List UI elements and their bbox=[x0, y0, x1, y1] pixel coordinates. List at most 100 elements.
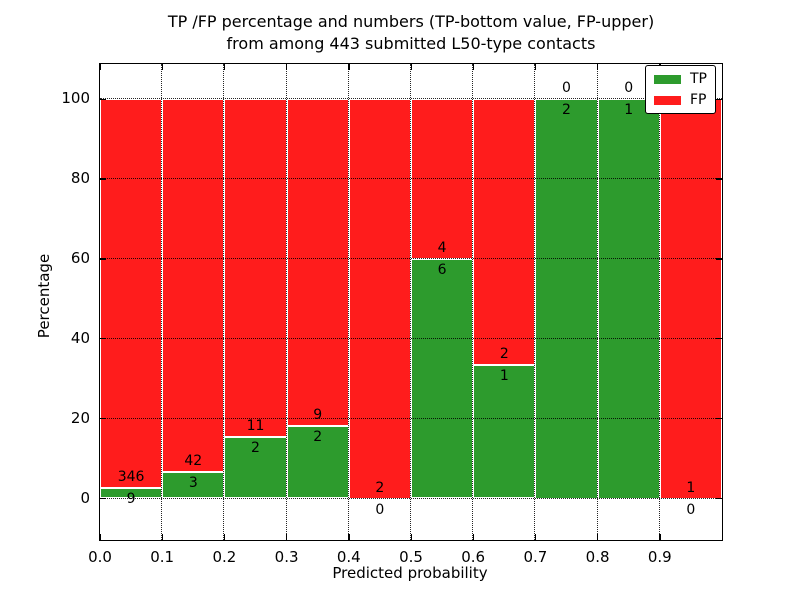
x-tick-mark-top bbox=[99, 64, 101, 70]
x-tick-mark-top bbox=[223, 64, 226, 70]
gridline-vertical bbox=[285, 64, 287, 540]
fp-count-label: 42 bbox=[184, 452, 203, 469]
y-tick-label: 40 bbox=[70, 328, 90, 347]
legend: TP FP bbox=[645, 65, 716, 114]
gridline-horizontal bbox=[100, 257, 722, 259]
fp-count-label: 2 bbox=[375, 479, 385, 496]
tp-count-label: 9 bbox=[126, 491, 136, 508]
x-tick-label: 0.8 bbox=[585, 548, 610, 566]
gridline-horizontal bbox=[100, 417, 722, 419]
tp-count-label: 0 bbox=[686, 501, 696, 518]
y-tick-mark-left bbox=[100, 338, 106, 340]
y-tick-label: 80 bbox=[70, 168, 90, 187]
chart-title-line1: TP /FP percentage and numbers (TP-bottom… bbox=[167, 12, 655, 31]
x-tick-mark-bottom bbox=[161, 534, 163, 540]
tp-count-label: 1 bbox=[624, 102, 634, 118]
x-tick-mark-top bbox=[348, 64, 350, 70]
gridline-horizontal bbox=[100, 497, 722, 499]
tp-count-label: 6 bbox=[437, 261, 447, 278]
x-tick-mark-top bbox=[161, 64, 163, 70]
x-axis-label: Predicted probability bbox=[332, 564, 488, 582]
gridline-vertical bbox=[596, 64, 598, 540]
gridline-horizontal bbox=[100, 177, 722, 179]
x-tick-mark-top bbox=[534, 64, 537, 70]
tp-count-label: 3 bbox=[188, 474, 198, 491]
x-tick-label: 0.9 bbox=[647, 548, 672, 566]
y-tick-mark-left bbox=[100, 498, 106, 500]
gridline-vertical bbox=[658, 64, 660, 540]
legend-swatch-tp bbox=[654, 74, 681, 84]
fp-count-label: 346 bbox=[117, 469, 145, 486]
x-tick-mark-top bbox=[597, 64, 599, 70]
legend-label: FP bbox=[690, 92, 707, 108]
x-tick-label: 0.2 bbox=[212, 548, 237, 566]
y-tick-mark-left bbox=[100, 258, 106, 260]
y-tick-label: 100 bbox=[61, 89, 90, 107]
x-tick-label: 0.3 bbox=[274, 548, 299, 566]
y-tick-mark-left bbox=[100, 178, 106, 180]
fp-count-label: 2 bbox=[499, 346, 509, 363]
bar-segment-tp bbox=[535, 99, 598, 499]
bar-segment-fp bbox=[659, 99, 722, 499]
y-tick-mark-left bbox=[100, 98, 106, 100]
x-tick-mark-top bbox=[472, 64, 474, 70]
x-tick-label: 0.0 bbox=[88, 548, 112, 566]
tp-count-label: 0 bbox=[375, 501, 385, 518]
x-tick-mark-top bbox=[410, 64, 412, 70]
fp-count-label: 4 bbox=[437, 239, 447, 256]
y-tick-mark-right bbox=[716, 178, 722, 180]
x-tick-mark-top bbox=[286, 64, 288, 70]
fp-count-label: 11 bbox=[246, 418, 265, 435]
legend-entry: FP bbox=[654, 93, 707, 107]
y-tick-mark-right bbox=[716, 498, 722, 500]
gridline-horizontal bbox=[100, 98, 722, 99]
bar-segment-fp bbox=[348, 99, 411, 499]
x-tick-label: 0.6 bbox=[461, 548, 486, 566]
bar-segment-fp bbox=[473, 99, 536, 366]
fp-count-label: 0 bbox=[562, 80, 571, 96]
bar-segment-fp bbox=[411, 99, 474, 259]
tp-count-label: 1 bbox=[499, 368, 509, 385]
y-tick-label: 60 bbox=[70, 248, 90, 267]
x-tick-label: 0.4 bbox=[336, 548, 361, 566]
y-tick-mark-right bbox=[716, 338, 722, 340]
y-tick-label: 20 bbox=[70, 408, 90, 427]
x-tick-mark-bottom bbox=[472, 534, 474, 540]
bar-segment-tp bbox=[473, 365, 536, 499]
x-tick-mark-bottom bbox=[286, 534, 288, 540]
fp-count-label: 0 bbox=[624, 80, 634, 96]
bar-segment-fp bbox=[224, 99, 287, 438]
x-tick-mark-bottom bbox=[597, 534, 599, 540]
x-tick-mark-bottom bbox=[223, 534, 226, 540]
tp-count-label: 2 bbox=[562, 102, 571, 118]
y-tick-mark-right bbox=[716, 258, 722, 260]
legend-entry: TP bbox=[654, 72, 707, 86]
gridline-vertical bbox=[410, 64, 411, 540]
gridline-vertical bbox=[161, 64, 163, 540]
x-tick-label: 0.7 bbox=[523, 548, 548, 566]
gridline-vertical bbox=[347, 64, 349, 540]
y-tick-mark-right bbox=[716, 98, 722, 100]
gridline-vertical bbox=[223, 64, 225, 540]
x-tick-mark-bottom bbox=[534, 534, 537, 540]
chart-title: TP /FP percentage and numbers (TP-bottom… bbox=[168, 11, 654, 55]
x-tick-mark-bottom bbox=[348, 534, 350, 540]
x-tick-mark-bottom bbox=[99, 534, 101, 540]
bar-segment-fp bbox=[286, 99, 349, 426]
gridline-vertical bbox=[472, 64, 474, 540]
plot-area: 0.0 0.1 0.2 0.3 0.4 0.5 0.6 0.7 0.8 0.9 0 20 40 60 80 1… bbox=[61, 63, 723, 566]
x-tick-mark-bottom bbox=[410, 534, 412, 540]
gridline-horizontal bbox=[100, 337, 722, 339]
y-tick-label: 0 bbox=[80, 488, 90, 507]
bar-segment-fp bbox=[100, 99, 163, 489]
y-tick-mark-left bbox=[100, 418, 106, 420]
y-tick-mark-right bbox=[716, 418, 722, 420]
bar-segment-tp bbox=[597, 99, 660, 499]
legend-swatch-fp bbox=[654, 95, 681, 105]
x-tick-label: 0.5 bbox=[399, 548, 423, 566]
fp-count-label: 9 bbox=[313, 406, 323, 423]
x-tick-label: 0.1 bbox=[150, 548, 175, 566]
legend-label: TP bbox=[690, 71, 707, 87]
fp-count-label: 1 bbox=[686, 479, 696, 496]
